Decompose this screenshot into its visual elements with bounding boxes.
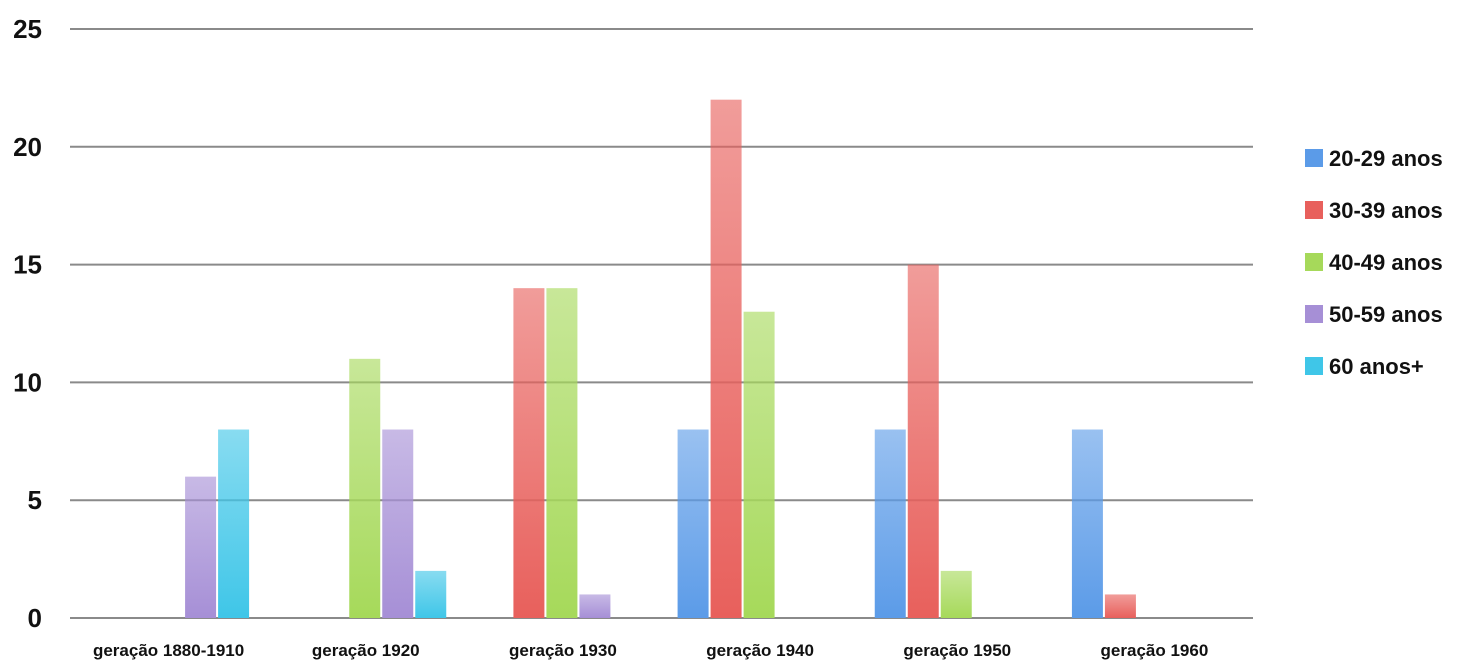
bar	[1071, 429, 1103, 618]
bars	[185, 99, 1136, 619]
bar	[677, 429, 709, 618]
y-tick-label: 10	[13, 367, 42, 397]
bar	[415, 570, 447, 618]
legend-label: 40-49 anos	[1329, 250, 1443, 275]
y-tick-label: 5	[28, 485, 42, 515]
x-tick-label: geração 1880-1910	[93, 641, 244, 660]
legend: 20-29 anos 30-39 anos 40-49 anos 50-59 anos…	[1305, 146, 1443, 379]
legend-label: 50-59 anos	[1329, 302, 1443, 327]
x-axis-labels: geração 1880-1910 geração 1920 geração 193…	[93, 641, 1208, 660]
x-tick-label: geração 1940	[706, 641, 814, 660]
legend-swatch	[1305, 357, 1323, 375]
x-tick-label: geração 1960	[1101, 641, 1209, 660]
x-tick-label: geração 1950	[903, 641, 1011, 660]
bar	[907, 264, 939, 618]
y-tick-label: 0	[28, 603, 42, 633]
legend-label: 60 anos+	[1329, 354, 1424, 379]
x-tick-label: geração 1920	[312, 641, 420, 660]
legend-swatch	[1305, 305, 1323, 323]
bar	[874, 429, 906, 618]
legend-swatch	[1305, 149, 1323, 167]
y-tick-label: 20	[13, 132, 42, 162]
bar	[218, 429, 250, 618]
y-tick-label: 25	[13, 14, 42, 44]
y-tick-label: 15	[13, 250, 42, 280]
bar	[743, 311, 775, 618]
y-axis-ticks: 0 5 10 15 20 25	[13, 14, 42, 633]
bar	[382, 429, 414, 618]
bar	[940, 570, 972, 618]
bar	[349, 358, 381, 618]
legend-swatch	[1305, 201, 1323, 219]
bar	[579, 594, 611, 618]
legend-label: 30-39 anos	[1329, 198, 1443, 223]
x-tick-label: geração 1930	[509, 641, 617, 660]
legend-label: 20-29 anos	[1329, 146, 1443, 171]
bar	[513, 288, 545, 618]
gridlines	[70, 28, 1253, 619]
bar	[1104, 594, 1136, 618]
legend-swatch	[1305, 253, 1323, 271]
bar	[710, 99, 742, 619]
bar	[185, 476, 217, 618]
bar	[546, 288, 578, 618]
